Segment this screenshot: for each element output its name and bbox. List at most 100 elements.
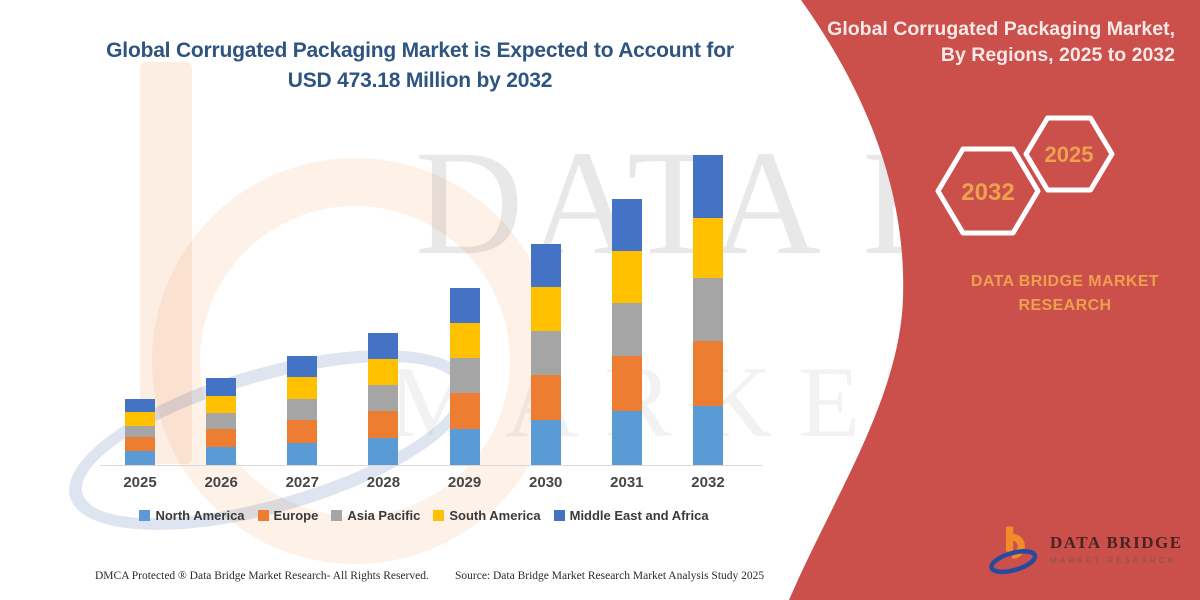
bar-segment-asia-pacific xyxy=(287,398,318,421)
stacked-bar-2026 xyxy=(206,378,237,465)
bar-segment-middle-east-and-africa xyxy=(692,155,723,219)
dmca-notice: DMCA Protected ® Data Bridge Market Rese… xyxy=(95,570,429,582)
bar-segment-north-america xyxy=(449,429,480,465)
x-axis-tick-labels: 2025 2026 2027 2028 2029 2030 2031 2032 xyxy=(104,474,744,491)
x-tick-2031: 2031 xyxy=(610,474,644,491)
panel-heading: Global Corrugated Packaging Market, By R… xyxy=(775,16,1175,69)
hexagon-graphic: 2032 2025 xyxy=(935,115,1115,236)
stacked-bar-2031 xyxy=(611,199,642,465)
bar-column-2029 xyxy=(429,153,501,465)
x-tick-2026: 2026 xyxy=(204,474,238,491)
bar-segment-north-america xyxy=(206,447,237,465)
bar-segment-south-america xyxy=(449,322,480,358)
bar-segment-asia-pacific xyxy=(125,426,155,438)
panel-heading-line1: Global Corrugated Packaging Market, xyxy=(827,18,1175,40)
x-tick-2030: 2030 xyxy=(529,474,563,491)
bar-segment-south-america xyxy=(287,377,318,399)
hexagon-2032-label: 2032 xyxy=(961,179,1014,206)
bar-segment-middle-east-and-africa xyxy=(287,355,318,378)
bar-column-2032 xyxy=(672,153,744,465)
legend-marker xyxy=(139,510,151,521)
data-bridge-logo: DATA BRIDGE MARKET RESEARCH xyxy=(988,522,1183,576)
bar-segment-south-america xyxy=(125,412,155,427)
bar-segment-europe xyxy=(611,356,642,412)
hexagon-2025-label: 2025 xyxy=(1045,142,1094,167)
bar-segment-middle-east-and-africa xyxy=(530,244,561,288)
bar-column-2031 xyxy=(591,153,663,465)
x-tick-2027: 2027 xyxy=(285,474,319,491)
bar-segment-south-america xyxy=(206,395,237,413)
bar-segment-middle-east-and-africa xyxy=(611,199,642,251)
stacked-bar-2030 xyxy=(530,244,561,465)
x-tick-2028: 2028 xyxy=(366,474,401,491)
bar-segment-asia-pacific xyxy=(206,412,237,430)
source-note: Source: Data Bridge Market Research Mark… xyxy=(455,570,765,582)
bar-segment-asia-pacific xyxy=(530,330,561,375)
chart-title-line1: Global Corrugated Packaging Market is Ex… xyxy=(106,39,734,62)
logo-b-stem xyxy=(1006,526,1014,552)
bar-segment-north-america xyxy=(530,420,561,465)
stacked-bar-2025 xyxy=(125,399,155,465)
legend-marker xyxy=(433,510,445,521)
bar-segment-middle-east-and-africa xyxy=(206,378,237,396)
brand-text-line2: RESEARCH xyxy=(1018,297,1112,314)
data-bridge-logo-icon xyxy=(989,526,1038,575)
bar-segment-europe xyxy=(206,429,237,448)
logo-tagline: MARKET RESEARCH xyxy=(1050,556,1177,565)
bar-segment-north-america xyxy=(125,451,155,465)
bar-segment-south-america xyxy=(611,250,642,304)
bar-column-2026 xyxy=(185,153,257,465)
bar-segment-middle-east-and-africa xyxy=(125,399,155,413)
panel-heading-line2: By Regions, 2025 to 2032 xyxy=(940,44,1175,67)
bar-segment-europe xyxy=(287,420,318,443)
bar-segment-south-america xyxy=(692,218,723,279)
bar-segment-north-america xyxy=(611,411,642,465)
legend-label: Middle East and Africa xyxy=(569,508,709,523)
brand-text: DATA BRIDGE MARKET RESEARCH xyxy=(930,270,1200,318)
bar-column-2025 xyxy=(104,153,176,465)
chart-title: Global Corrugated Packaging Market is Ex… xyxy=(90,36,750,97)
bar-segment-north-america xyxy=(287,442,318,465)
bar-segment-europe xyxy=(692,341,723,406)
bar-column-2027 xyxy=(266,153,338,465)
bar-chart-plot-area xyxy=(104,153,744,465)
bar-segment-south-america xyxy=(530,287,561,331)
chart-title-line2: USD 473.18 Million by 2032 xyxy=(287,69,553,93)
logo-name: DATA BRIDGE xyxy=(1050,533,1183,552)
logo-swoosh xyxy=(989,549,1038,575)
legend-marker xyxy=(331,510,343,521)
legend-item-south-america: South America xyxy=(433,508,541,523)
stacked-bar-2029 xyxy=(449,288,480,465)
x-tick-2029: 2029 xyxy=(447,474,482,491)
legend-label: South America xyxy=(449,508,541,523)
bar-segment-asia-pacific xyxy=(449,357,480,393)
x-axis-line xyxy=(100,465,762,466)
bar-column-2028 xyxy=(347,153,419,465)
bar-column-2030 xyxy=(510,153,582,465)
bar-segment-south-america xyxy=(368,358,399,386)
x-tick-2032: 2032 xyxy=(691,474,725,491)
legend-marker xyxy=(553,510,565,521)
stacked-bar-2028 xyxy=(368,333,399,465)
legend-item-europe: Europe xyxy=(257,508,319,523)
stacked-bar-2032 xyxy=(692,155,723,465)
bar-segment-north-america xyxy=(368,438,399,465)
brand-text-line1: DATA BRIDGE MARKET xyxy=(970,273,1160,290)
legend-label: Europe xyxy=(273,508,319,523)
bar-segment-europe xyxy=(368,410,399,439)
legend-item-asia-pacific: Asia Pacific xyxy=(331,508,420,523)
bar-segment-asia-pacific xyxy=(368,385,399,411)
logo-text: DATA BRIDGE MARKET RESEARCH xyxy=(1050,533,1183,565)
bar-segment-north-america xyxy=(692,405,723,465)
bar-segment-asia-pacific xyxy=(692,278,723,342)
legend-label: North America xyxy=(155,508,245,523)
bar-segment-asia-pacific xyxy=(611,303,642,357)
legend-label: Asia Pacific xyxy=(347,508,421,523)
x-tick-2025: 2025 xyxy=(123,474,157,491)
legend-item-north-america: North America xyxy=(139,508,245,523)
legend-marker xyxy=(257,510,269,521)
bar-segment-middle-east-and-africa xyxy=(449,288,480,323)
stacked-bar-2027 xyxy=(287,355,318,465)
chart-legend: North America Europe Asia Pacific South Ame… xyxy=(86,508,762,523)
